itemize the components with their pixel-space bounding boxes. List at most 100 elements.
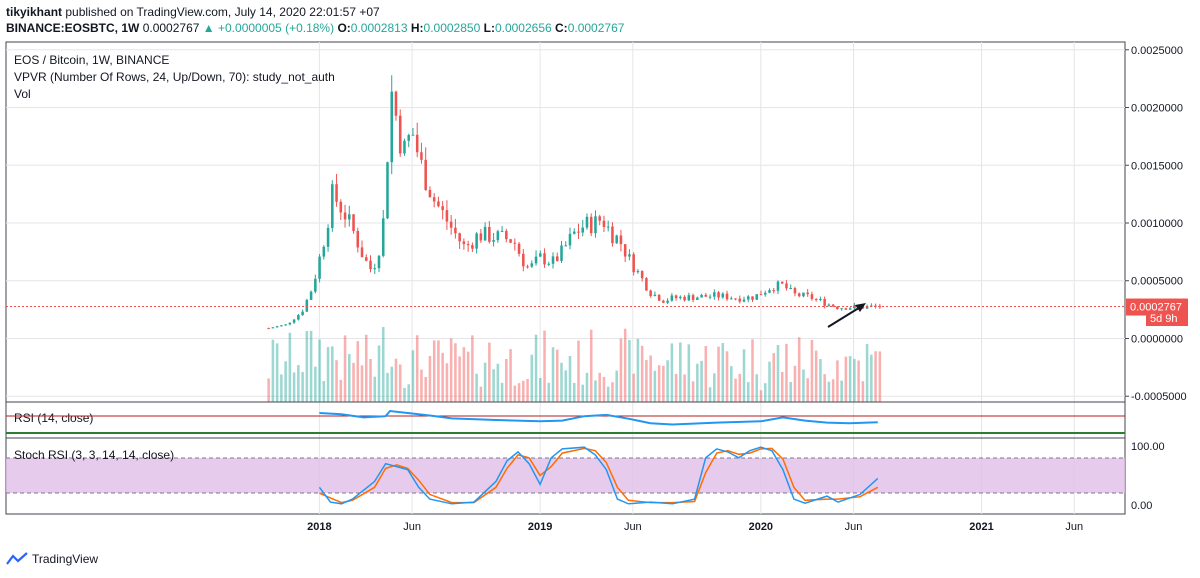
volume-bar xyxy=(721,343,725,402)
volume-bar xyxy=(823,374,826,402)
candle-body xyxy=(526,266,529,268)
volume-bar xyxy=(755,374,759,402)
volume-bar xyxy=(356,341,360,402)
candle-body xyxy=(827,304,831,306)
volume-bar xyxy=(471,335,474,402)
footer-brand: TradingView xyxy=(32,552,99,566)
volume-bar xyxy=(483,362,487,402)
candle-body xyxy=(704,294,708,297)
candle-body xyxy=(458,233,461,242)
candle-body xyxy=(594,216,597,234)
candle-body xyxy=(674,295,678,299)
candle-body xyxy=(691,295,695,300)
x-tick-label: 2019 xyxy=(528,521,552,533)
rsi-line xyxy=(319,409,878,426)
candle-body xyxy=(742,299,746,302)
candle-body xyxy=(543,253,546,265)
volume-bar xyxy=(611,382,614,402)
volume-bar xyxy=(589,329,593,402)
volume-bar xyxy=(288,332,292,402)
volume-bar xyxy=(322,381,326,402)
candle-body xyxy=(305,299,309,312)
volume-bar xyxy=(717,346,720,402)
low-value: 0.0002656 xyxy=(494,21,552,35)
volume-bar xyxy=(572,382,576,402)
candle-body xyxy=(479,233,483,241)
volume-bar xyxy=(424,377,427,402)
chart-canvas[interactable]: 0.0025000 0.0020000 0.0015000 0.0010000 0.00… xyxy=(0,0,1200,548)
volume-bar xyxy=(789,381,792,402)
volume-bar xyxy=(369,358,372,402)
ohlc-line: BINANCE:EOSBTC, 1W 0.0002767 ▲ +0.000000… xyxy=(6,20,624,36)
volume-bar xyxy=(314,366,317,402)
y-tick-label: 0.0005000 xyxy=(1131,276,1183,288)
candle-body xyxy=(734,298,737,300)
candle-body xyxy=(662,300,665,303)
volume-bar xyxy=(636,338,640,402)
volume-bar xyxy=(547,382,551,402)
legend-vpvr[interactable]: VPVR (Number Of Rows, 24, Up/Down, 70): … xyxy=(14,70,335,84)
volume-bar xyxy=(632,373,635,402)
candle-body xyxy=(551,256,555,264)
candle-body xyxy=(581,227,585,233)
volume-bar xyxy=(674,373,678,402)
volume-bar xyxy=(861,381,865,402)
volume-bar xyxy=(806,378,809,402)
volume-bar xyxy=(560,362,563,402)
volume-bar xyxy=(543,330,546,402)
candle-body xyxy=(806,292,809,295)
volume-bar xyxy=(492,369,495,402)
legend-title[interactable]: EOS / Bitcoin, 1W, BINANCE xyxy=(14,53,169,67)
candle-body xyxy=(437,201,440,207)
author-name[interactable]: tikyikhant xyxy=(6,5,63,19)
volume-bar xyxy=(267,378,270,402)
candle-body xyxy=(768,290,771,293)
volume-bar xyxy=(606,386,610,402)
volume-bar xyxy=(598,372,601,402)
candle-body xyxy=(802,292,805,297)
volume-bar xyxy=(390,366,394,402)
open-label: O: xyxy=(337,21,351,35)
volume-bar xyxy=(496,363,500,402)
candle-body xyxy=(717,292,720,298)
candle-body xyxy=(428,189,432,198)
volume-bar xyxy=(679,342,682,402)
stoch-tick-label: 100.00 xyxy=(1131,441,1165,453)
close-label: C: xyxy=(555,21,568,35)
candle-body xyxy=(730,298,733,300)
volume-bar xyxy=(326,347,330,402)
legend-vol[interactable]: Vol xyxy=(14,87,31,101)
last-price: 0.0002767 xyxy=(142,21,200,35)
candle-body xyxy=(530,263,534,267)
candle-body xyxy=(462,241,466,245)
volume-bar xyxy=(581,384,585,402)
candle-body xyxy=(271,327,275,329)
x-tick-label: Jun xyxy=(1065,521,1083,533)
volume-bar xyxy=(555,349,559,402)
legend-rsi[interactable]: RSI (14, close) xyxy=(14,411,93,425)
candle-body xyxy=(377,255,381,269)
candle-body xyxy=(623,244,627,257)
candle-body xyxy=(420,152,423,160)
candle-body xyxy=(713,292,716,297)
publish-info: published on TradingView.com, July 14, 2… xyxy=(65,5,380,19)
y-tick-label: -0.0005000 xyxy=(1131,391,1187,403)
time-axis[interactable]: 2018 Jun 2019 Jun 2020 Jun 2021 Jun xyxy=(307,521,1083,533)
publisher-line: tikyikhant published on TradingView.com,… xyxy=(6,4,624,20)
candle-body xyxy=(513,242,517,244)
volume-bar xyxy=(534,334,538,402)
volume-bar xyxy=(517,383,521,402)
legend-stoch[interactable]: Stoch RSI (3, 3, 14, 14, close) xyxy=(14,448,174,462)
price-grid xyxy=(6,49,1125,397)
candle-body xyxy=(411,134,415,136)
volume-bar xyxy=(352,362,355,402)
price-badge-value: 0.0002767 xyxy=(1130,302,1182,314)
candle-body xyxy=(475,233,478,249)
price-badge[interactable]: 0.0002767 5d 9h xyxy=(1126,298,1188,326)
x-tick-label: 2021 xyxy=(969,521,993,533)
price-axis[interactable]: 0.0025000 0.0020000 0.0015000 0.0010000 0.00… xyxy=(1125,45,1187,403)
volume-bar xyxy=(700,360,703,402)
volume-bar xyxy=(683,374,686,402)
volume-bar xyxy=(666,360,669,402)
x-tick-label: 2018 xyxy=(307,521,331,533)
